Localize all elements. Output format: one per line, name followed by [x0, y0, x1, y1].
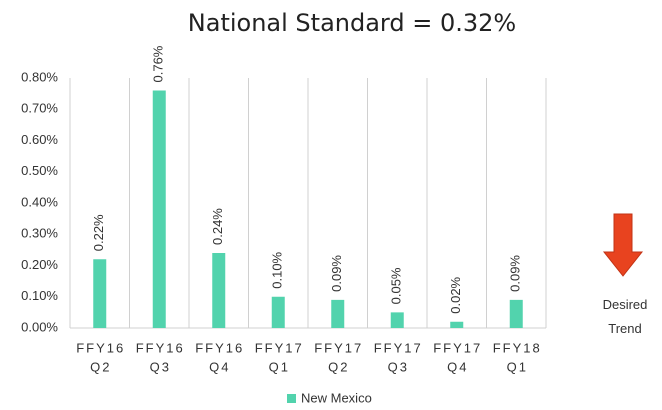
y-tick-label: 0.40% — [21, 194, 58, 209]
legend-swatch — [287, 394, 296, 403]
data-label: 0.09% — [508, 255, 523, 292]
data-label: 0.05% — [389, 267, 404, 304]
y-tick-label: 0.70% — [21, 101, 58, 116]
y-tick-label: 0.50% — [21, 163, 58, 178]
bar — [509, 299, 523, 328]
x-tick-label: FFY16 — [76, 340, 125, 355]
x-tick-label: FFY17 — [255, 340, 304, 355]
annotation: Desired Trend — [603, 297, 648, 336]
x-tick-label: Q3 — [150, 359, 171, 374]
y-tick-label: 0.60% — [21, 132, 58, 147]
trend-arrow — [602, 213, 644, 277]
chart-title: National Standard = 0.32% — [188, 9, 516, 37]
data-label: 0.76% — [151, 45, 166, 82]
x-tick-label: FFY16 — [195, 340, 244, 355]
y-tick-label: 0.30% — [21, 226, 58, 241]
x-tick-label: FFY17 — [314, 340, 363, 355]
x-tick-label: Q4 — [209, 359, 230, 374]
bar — [152, 90, 166, 328]
x-tick-label: Q2 — [328, 359, 349, 374]
bar — [331, 299, 345, 328]
legend-label: New Mexico — [301, 390, 372, 405]
data-label: 0.10% — [270, 251, 285, 288]
x-tick-label: Q2 — [90, 359, 111, 374]
x-tick-label: Q4 — [447, 359, 468, 374]
x-tick-label: FFY17 — [433, 340, 482, 355]
x-tick-label: FFY16 — [136, 340, 185, 355]
data-label: 0.02% — [448, 276, 463, 313]
x-tick-label: Q3 — [388, 359, 409, 374]
y-tick-label: 0.10% — [21, 288, 58, 303]
data-label: 0.22% — [91, 214, 106, 251]
x-tick-label: Q1 — [507, 359, 528, 374]
data-label: 0.09% — [329, 255, 344, 292]
data-label: 0.24% — [210, 208, 225, 245]
x-tick-label: FFY17 — [374, 340, 423, 355]
bar — [450, 321, 464, 328]
y-tick-label: 0.80% — [21, 69, 58, 84]
y-tick-label: 0.20% — [21, 257, 58, 272]
y-tick-label: 0.00% — [21, 319, 58, 334]
bar — [390, 312, 404, 328]
x-tick-label: FFY18 — [493, 340, 542, 355]
bar — [271, 296, 285, 328]
x-tick-label: Q1 — [269, 359, 290, 374]
bar — [93, 259, 107, 328]
bar — [212, 253, 226, 328]
